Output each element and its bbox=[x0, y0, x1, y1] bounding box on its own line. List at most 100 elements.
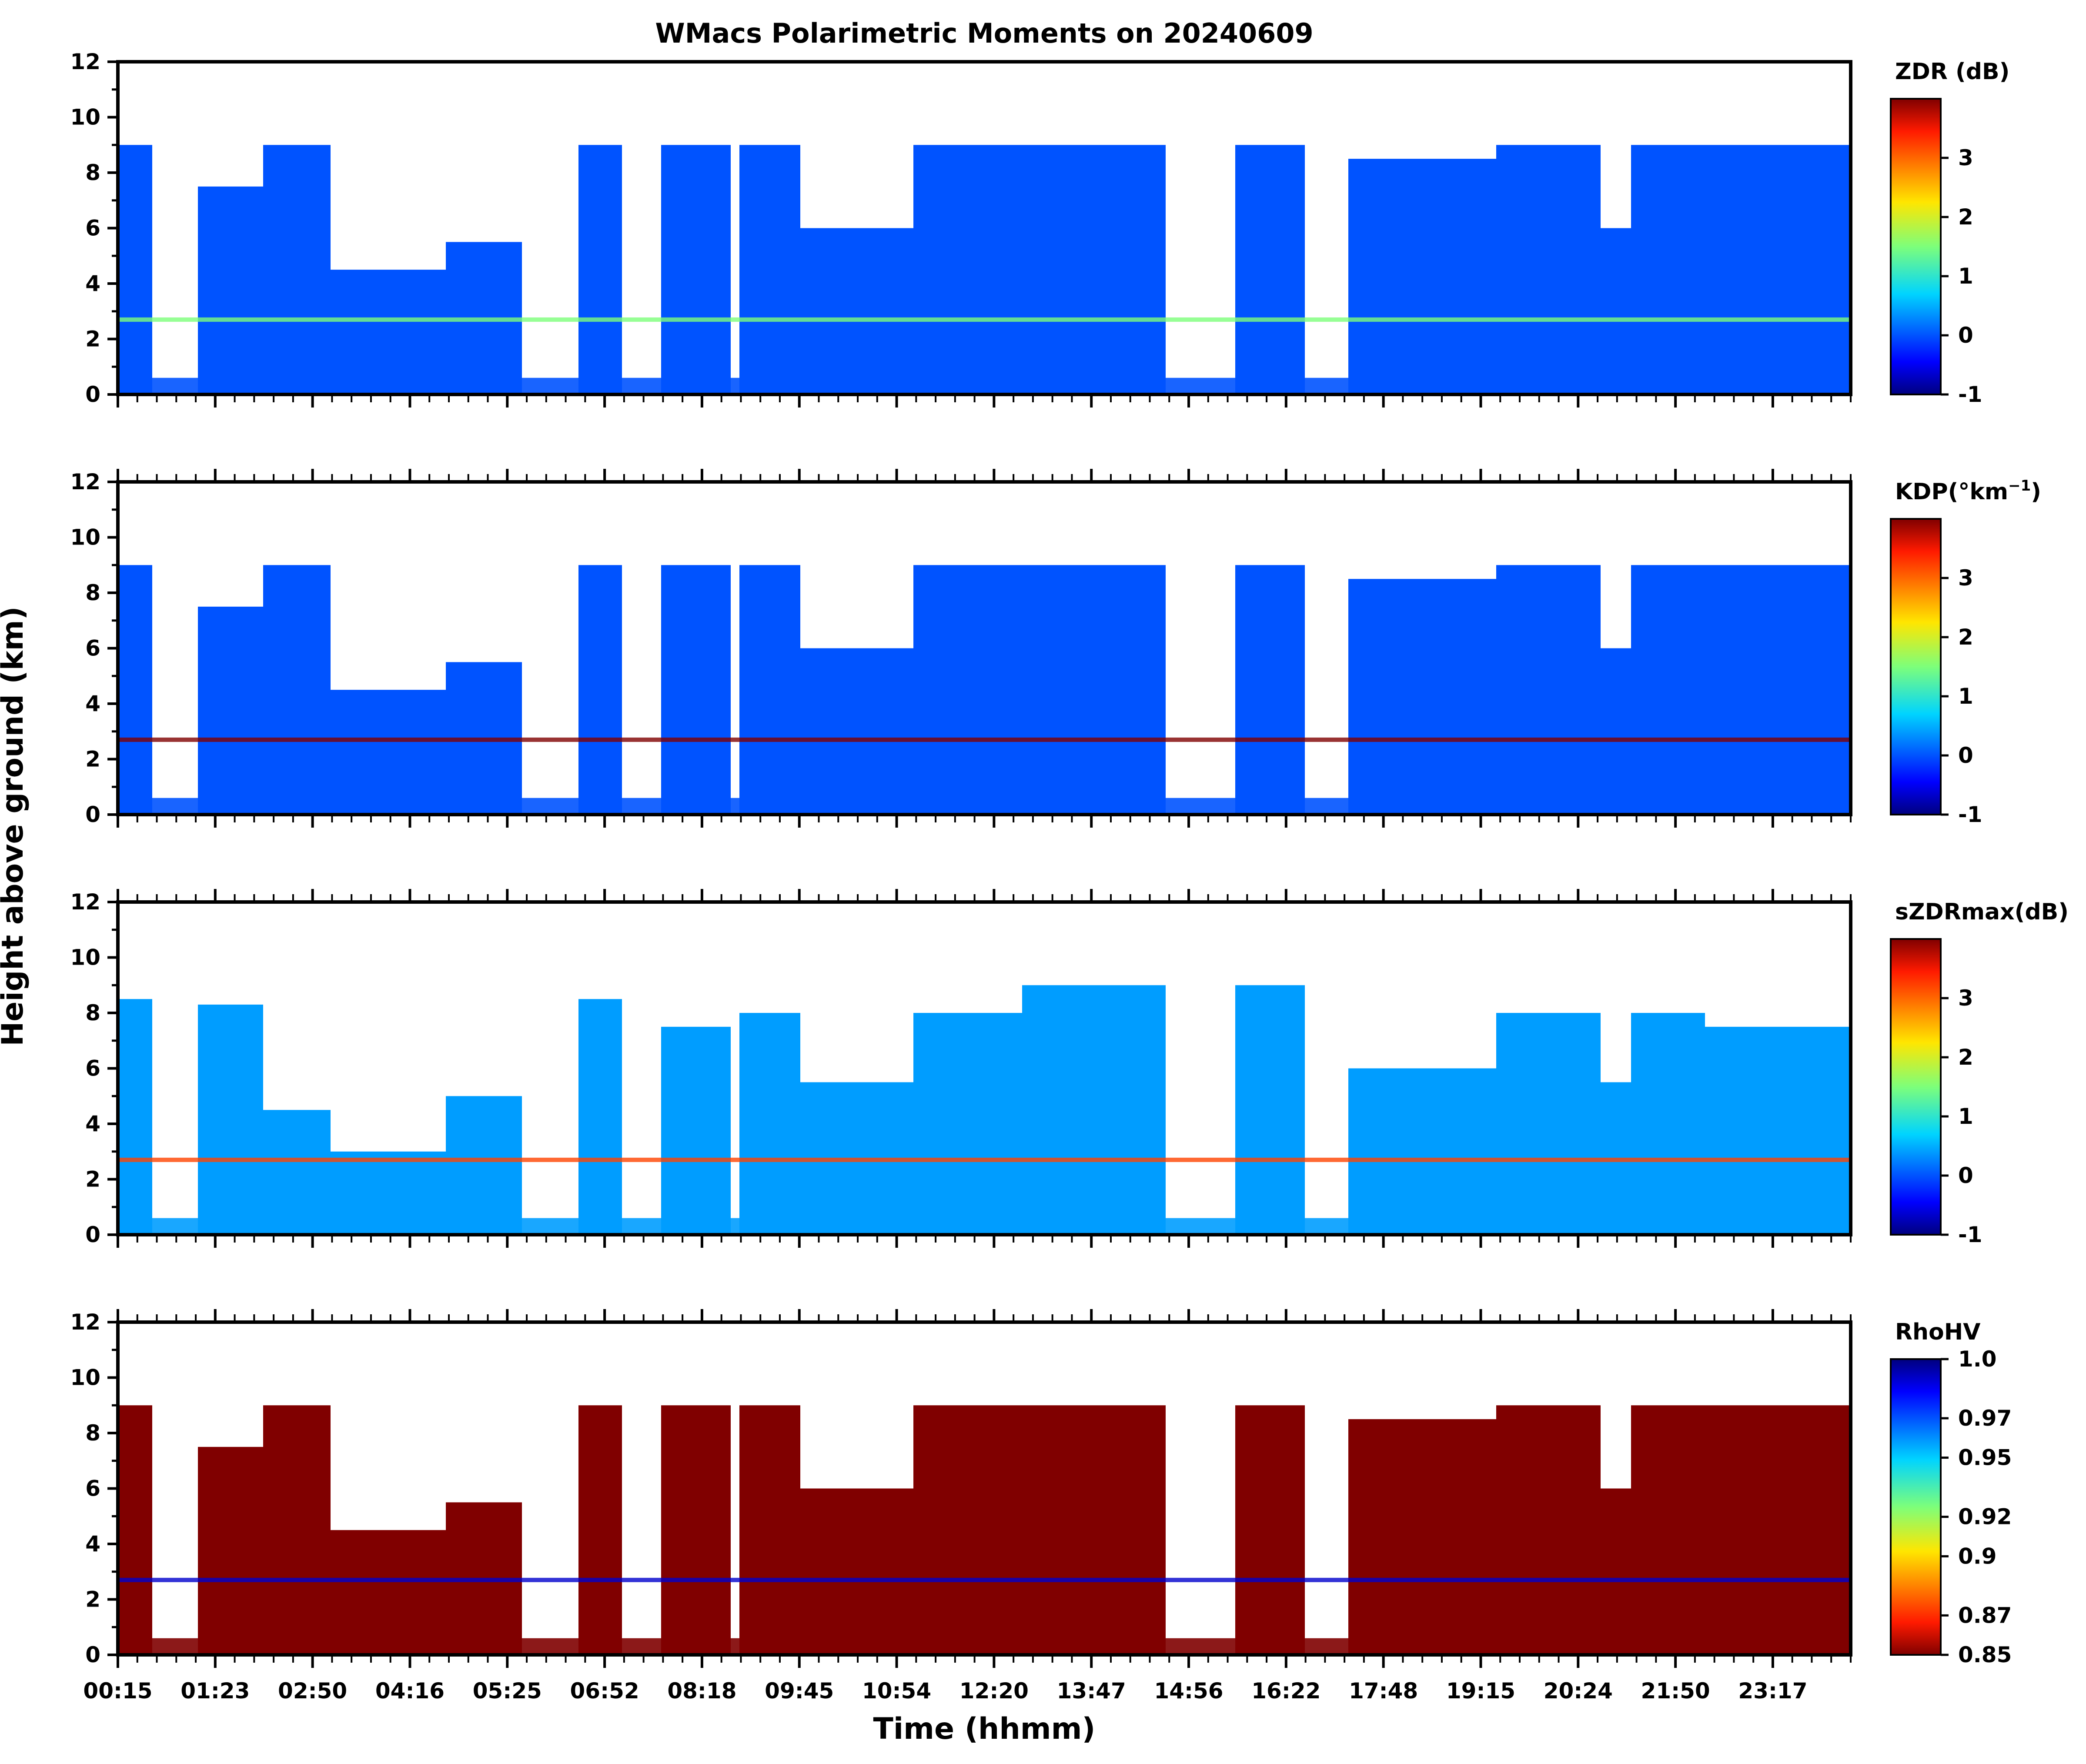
echo-column bbox=[298, 145, 331, 394]
colorbar-tick-label: 2 bbox=[1958, 625, 1973, 650]
feature-band bbox=[118, 737, 1851, 742]
echo-column bbox=[298, 565, 331, 815]
echo-column bbox=[739, 1013, 800, 1235]
echo-column bbox=[1631, 1013, 1705, 1235]
y-tick-label: 10 bbox=[70, 945, 100, 970]
colorbar-label-superscript: −1 bbox=[2008, 477, 2031, 494]
y-tick-label: 2 bbox=[85, 327, 100, 352]
x-tick-label: 19:15 bbox=[1446, 1678, 1515, 1704]
echo-column bbox=[578, 145, 622, 394]
echo-column bbox=[331, 690, 446, 815]
echo-column bbox=[1631, 565, 1705, 815]
echo-column bbox=[1631, 145, 1705, 394]
y-tick-label: 0 bbox=[85, 1222, 100, 1247]
y-tick-label: 10 bbox=[70, 525, 100, 550]
x-tick-label: 23:17 bbox=[1738, 1678, 1807, 1704]
chart-title: WMacs Polarimetric Moments on 20240609 bbox=[655, 17, 1313, 49]
y-tick-label: 0 bbox=[85, 1642, 100, 1667]
echo-column bbox=[1496, 565, 1601, 815]
echo-column bbox=[1705, 1405, 1851, 1655]
colorbar-tick-label: 1.0 bbox=[1958, 1346, 1997, 1372]
echo-column bbox=[913, 1405, 1022, 1655]
y-tick-label: 4 bbox=[85, 271, 100, 296]
echo-column bbox=[1022, 985, 1166, 1235]
echo-column bbox=[1496, 145, 1601, 394]
x-tick-label: 13:47 bbox=[1057, 1678, 1126, 1704]
x-tick-label: 00:15 bbox=[83, 1678, 152, 1704]
colorbar-tick-label: 0.92 bbox=[1958, 1504, 2012, 1530]
echo-column bbox=[263, 145, 298, 394]
colorbar-tick-label: 3 bbox=[1958, 986, 1973, 1011]
y-tick-label: 0 bbox=[85, 382, 100, 407]
colorbar-tick-label: 0 bbox=[1958, 1163, 1973, 1188]
colorbar-label: KDP(°km−1) bbox=[1895, 477, 2041, 505]
surface-echo bbox=[118, 378, 1851, 394]
y-axis-label: Height above ground (km) bbox=[0, 606, 30, 1046]
colorbar-tick-label: 0.97 bbox=[1958, 1406, 2012, 1431]
colorbar-tick-label: 1 bbox=[1958, 1104, 1973, 1129]
x-tick-label: 16:22 bbox=[1251, 1678, 1320, 1704]
x-tick-label: 08:18 bbox=[667, 1678, 736, 1704]
echo-column bbox=[800, 648, 913, 815]
echo-column bbox=[1705, 145, 1851, 394]
echo-column bbox=[198, 1447, 263, 1655]
echo-column bbox=[1601, 1488, 1631, 1655]
echo-column bbox=[739, 145, 800, 394]
x-tick-label: 21:50 bbox=[1641, 1678, 1710, 1704]
y-tick-label: 4 bbox=[85, 1111, 100, 1136]
colorbar-tick-label: 3 bbox=[1958, 565, 1973, 591]
y-tick-label: 12 bbox=[70, 469, 100, 494]
colorbar-label-end: ) bbox=[2031, 479, 2041, 505]
echo-column bbox=[1348, 159, 1496, 394]
surface-echo bbox=[118, 1638, 1851, 1655]
x-tick-label: 14:56 bbox=[1154, 1678, 1223, 1704]
colorbar-gradient bbox=[1890, 518, 1942, 815]
echo-column bbox=[1496, 1013, 1601, 1235]
echo-column bbox=[1348, 579, 1496, 815]
colorbar-label: RhoHV bbox=[1895, 1319, 1981, 1345]
y-tick-label: 12 bbox=[70, 889, 100, 915]
echo-column bbox=[118, 1405, 152, 1655]
colorbar-tick-label: 3 bbox=[1958, 145, 1973, 170]
x-tick-label: 04:16 bbox=[375, 1678, 445, 1704]
colorbar-tick-label: 2 bbox=[1958, 204, 1973, 230]
colorbar-zdr: ZDR (dB) 3 2 1 0 -1 bbox=[1890, 59, 2009, 407]
echo-column bbox=[1348, 1419, 1496, 1655]
echo-column bbox=[800, 1488, 913, 1655]
colorbar-tick-label: 2 bbox=[1958, 1045, 1973, 1070]
echo-column bbox=[263, 565, 298, 815]
colorbar-gradient bbox=[1890, 938, 1942, 1236]
echo-column bbox=[1235, 985, 1305, 1235]
echo-column bbox=[661, 1405, 731, 1655]
colorbar-gradient bbox=[1890, 1358, 1942, 1656]
echo-column bbox=[1235, 565, 1305, 815]
panel-rhohv: 0 2 4 6 8 10 12 00:15 01:23 02:50 04:16 05:25 06:52 0… bbox=[70, 1309, 2012, 1704]
echo-column bbox=[198, 186, 263, 394]
echo-column bbox=[739, 1405, 800, 1655]
colorbar-tick-label: -1 bbox=[1958, 802, 1982, 827]
y-tick-label: 2 bbox=[85, 1587, 100, 1612]
colorbar-label: ZDR (dB) bbox=[1895, 59, 2009, 85]
echo-column bbox=[913, 1013, 1022, 1235]
echo-column bbox=[913, 565, 1022, 815]
echo-column bbox=[198, 606, 263, 815]
echo-column bbox=[913, 145, 1022, 394]
echo-column bbox=[1235, 1405, 1305, 1655]
colorbar-tick-label: 0.95 bbox=[1958, 1445, 2012, 1470]
colorbar-tick-label: 0.85 bbox=[1958, 1642, 2012, 1667]
echo-column bbox=[1601, 228, 1631, 394]
y-tick-label: 2 bbox=[85, 747, 100, 772]
y-tick-label: 6 bbox=[85, 216, 100, 241]
colorbar-tick-label: -1 bbox=[1958, 1222, 1982, 1247]
echo-column bbox=[578, 565, 622, 815]
y-tick-label: 8 bbox=[85, 580, 100, 605]
y-tick-label: 12 bbox=[70, 49, 100, 74]
echo-column bbox=[263, 1405, 298, 1655]
y-tick-label: 2 bbox=[85, 1167, 100, 1192]
colorbar-tick-label: 1 bbox=[1958, 684, 1973, 709]
colorbar-tick-label: -1 bbox=[1958, 382, 1982, 407]
echo-column bbox=[739, 565, 800, 815]
echo-column bbox=[661, 145, 731, 394]
